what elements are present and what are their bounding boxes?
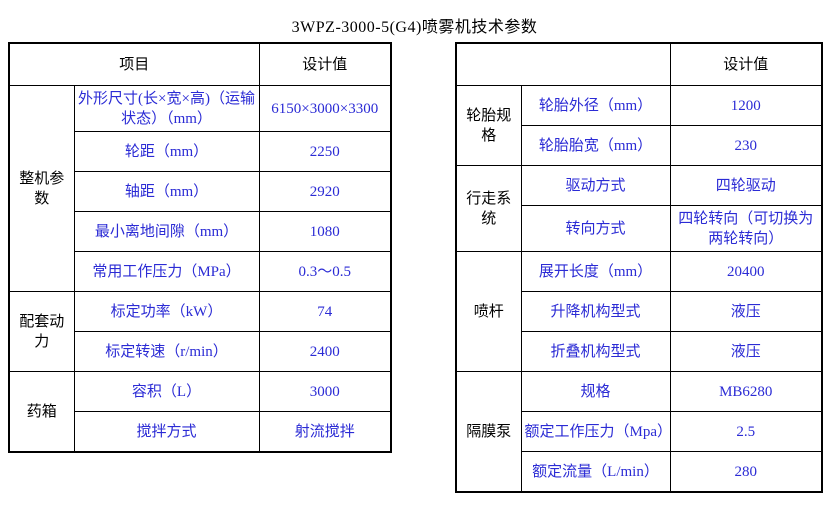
value-cell: 3000 [258,371,392,412]
table-row: 额定工作压力（Mpa） 2.5 [456,411,823,452]
table-row: 整机参数 外形尺寸(长×宽×高)（运输状态）（mm） 6150×3000×330… [8,85,392,292]
table-header-row: 项目 设计值 [8,42,392,86]
group-cell-power-unit: 配套动力 [8,291,75,372]
left-spec-table: 项目 设计值 整机参数 外形尺寸(长×宽×高)（运输状态）（mm） 6150×3… [8,42,393,453]
header-item-cell [455,42,671,86]
group-cell-spray-boom: 喷杆 [455,251,522,372]
group-cell-machine-params: 整机参数 [8,85,75,292]
value-cell: 74 [258,291,392,332]
item-cell: 规格 [520,371,671,412]
item-cell: 标定转速（r/min） [73,331,260,372]
value-cell: 液压 [669,331,823,372]
group-cell-tank: 药箱 [8,371,75,453]
item-cell: 外形尺寸(长×宽×高)（运输状态）（mm） [73,85,260,132]
item-cell: 展开长度（mm） [520,251,671,292]
header-value-cell: 设计值 [258,42,392,86]
item-cell: 轮胎胎宽（mm） [520,125,671,166]
item-cell: 升降机构型式 [520,291,671,332]
value-cell: 280 [669,451,823,493]
table-header-row: 设计值 [455,42,823,86]
value-cell: 20400 [669,251,823,292]
item-cell: 额定工作压力（Mpa） [520,411,671,452]
header-item-cell: 项目 [8,42,260,86]
value-cell: 0.3～0.5 [258,251,392,292]
value-cell: 2250 [258,131,392,172]
item-cell: 轮距（mm） [73,131,260,172]
value-cell: 四轮转向（可切换为两轮转向） [669,205,823,252]
value-cell: 四轮驱动 [669,165,823,206]
item-cell: 折叠机构型式 [520,331,671,372]
item-cell: 转向方式 [520,205,671,252]
value-cell: 1200 [669,85,823,126]
item-cell: 轴距（mm） [73,171,260,212]
value-cell: 1080 [258,211,392,252]
table-row: 轮胎规格 轮胎外径（mm） 1200 [455,85,823,166]
group-cell-diaphragm-pump: 隔膜泵 [455,371,522,493]
value-cell: MB6280 [669,371,823,412]
value-cell: 2920 [258,171,392,212]
table-row: 标定转速（r/min） 2400 [9,331,392,372]
value-cell: 2400 [258,331,392,372]
value-cell: 射流搅拌 [258,411,392,453]
item-cell: 轮胎外径（mm） [520,85,671,126]
item-cell: 最小离地间隙（mm） [73,211,260,252]
table-row: 药箱 容积（L） 3000 [8,371,392,453]
table-row: 配套动力 标定功率（kW） 74 [8,291,392,372]
value-cell: 230 [669,125,823,166]
page-title: 3WPZ-3000-5(G4)喷雾机技术参数 [291,19,538,36]
value-cell: 6150×3000×3300 [258,85,392,132]
item-cell: 额定流量（L/min） [520,451,671,493]
table-row: 最小离地间隙（mm） 1080 [9,211,392,252]
table-row: 隔膜泵 规格 MB6280 [455,371,823,493]
header-value-cell: 设计值 [669,42,823,86]
table-row: 搅拌方式 射流搅拌 [9,411,392,453]
value-cell: 2.5 [669,411,823,452]
group-cell-travel-system: 行走系统 [455,165,522,252]
right-spec-table: 设计值 轮胎规格 轮胎外径（mm） 1200 轮胎胎宽（mm） 230 行走系统… [455,42,823,493]
item-cell: 驱动方式 [520,165,671,206]
item-cell: 搅拌方式 [73,411,260,453]
item-cell: 常用工作压力（MPa） [73,251,260,292]
table-row: 轴距（mm） 2920 [9,171,392,212]
item-cell: 标定功率（kW） [73,291,260,332]
group-cell-tire-spec: 轮胎规格 [455,85,522,166]
table-row: 常用工作压力（MPa） 0.3～0.5 [9,251,392,292]
table-row: 轮距（mm） 2250 [9,131,392,172]
table-row: 喷杆 展开长度（mm） 20400 [455,251,823,372]
table-row: 行走系统 驱动方式 四轮驱动 [455,165,823,252]
table-row: 转向方式 四轮转向（可切换为两轮转向） [456,205,823,252]
item-cell: 容积（L） [73,371,260,412]
table-row: 额定流量（L/min） 280 [456,451,823,493]
value-cell: 液压 [669,291,823,332]
table-row: 折叠机构型式 液压 [456,331,823,372]
table-row: 轮胎胎宽（mm） 230 [456,125,823,166]
